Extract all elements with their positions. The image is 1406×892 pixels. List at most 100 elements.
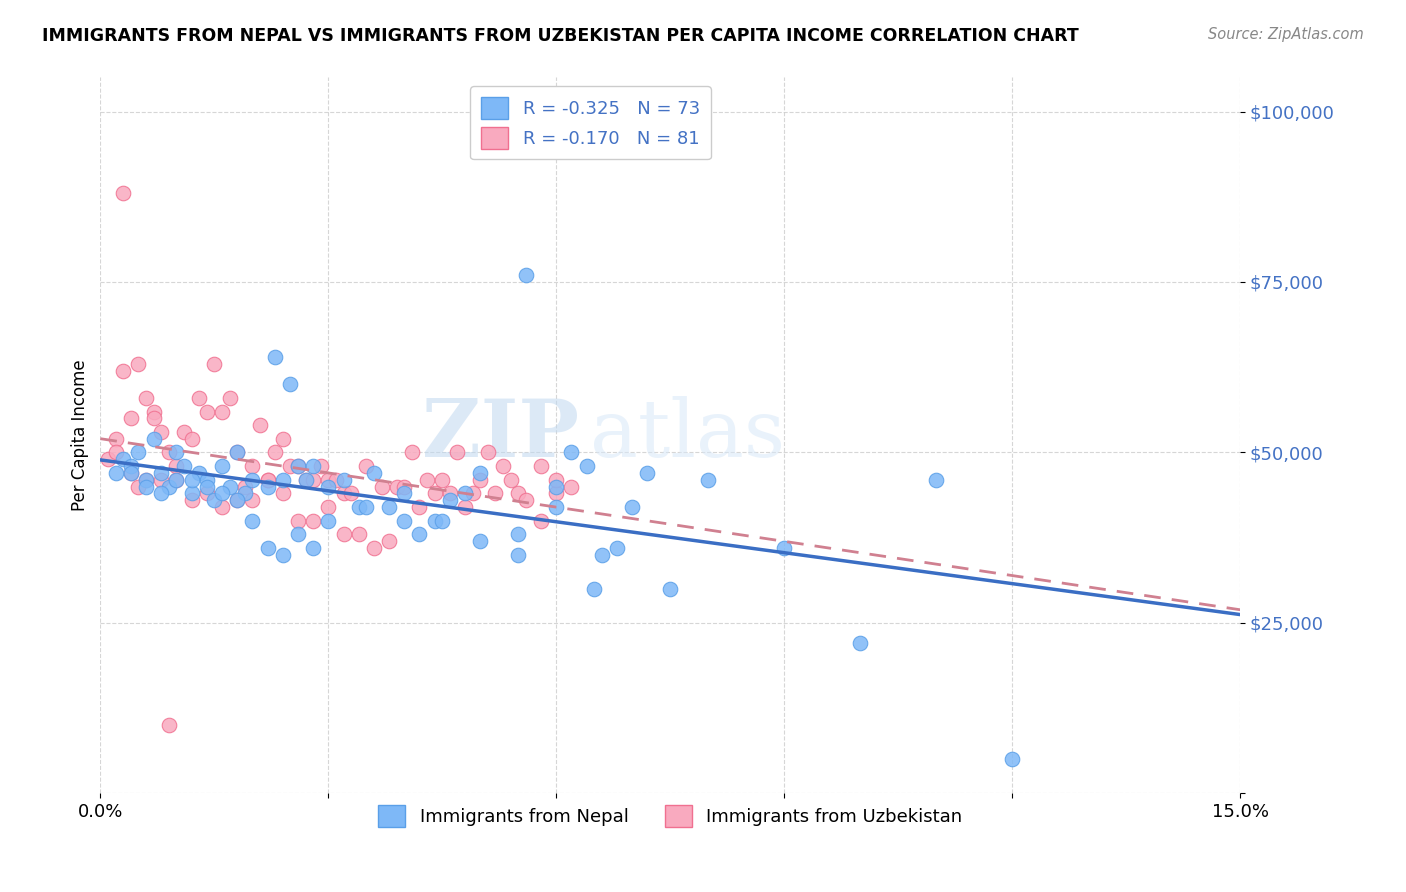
Point xyxy=(583,582,606,596)
Point xyxy=(202,493,225,508)
Point xyxy=(499,473,522,487)
Point xyxy=(659,582,682,596)
Point xyxy=(294,473,316,487)
Point xyxy=(202,357,225,371)
Point xyxy=(233,486,256,500)
Point xyxy=(233,479,256,493)
Point xyxy=(439,486,461,500)
Point xyxy=(180,493,202,508)
Point xyxy=(515,268,537,282)
Point xyxy=(925,473,948,487)
Point xyxy=(461,486,484,500)
Point xyxy=(240,514,263,528)
Point xyxy=(515,493,537,508)
Point xyxy=(150,486,173,500)
Point xyxy=(165,459,187,474)
Point xyxy=(218,391,240,405)
Point xyxy=(112,452,135,467)
Point xyxy=(287,514,309,528)
Point xyxy=(347,527,370,541)
Point xyxy=(318,479,340,493)
Point xyxy=(120,459,142,474)
Point xyxy=(378,500,401,514)
Point xyxy=(157,445,180,459)
Point xyxy=(226,445,249,459)
Point xyxy=(454,500,477,514)
Y-axis label: Per Capita Income: Per Capita Income xyxy=(72,359,89,511)
Point xyxy=(112,363,135,377)
Point xyxy=(636,466,658,480)
Point xyxy=(332,473,354,487)
Point xyxy=(120,466,142,480)
Point xyxy=(318,473,340,487)
Point xyxy=(394,514,416,528)
Point xyxy=(697,473,720,487)
Point xyxy=(142,411,165,425)
Point xyxy=(195,473,218,487)
Point xyxy=(318,514,340,528)
Point xyxy=(165,473,187,487)
Point xyxy=(446,445,468,459)
Point xyxy=(606,541,628,555)
Point xyxy=(226,493,249,508)
Point xyxy=(347,500,370,514)
Point xyxy=(423,486,446,500)
Point xyxy=(363,541,385,555)
Point xyxy=(560,445,582,459)
Point xyxy=(432,473,454,487)
Point xyxy=(150,466,173,480)
Point xyxy=(454,486,477,500)
Point xyxy=(530,514,553,528)
Point xyxy=(302,541,325,555)
Point xyxy=(104,445,127,459)
Point xyxy=(318,500,340,514)
Point xyxy=(356,459,378,474)
Point xyxy=(508,527,530,541)
Point xyxy=(180,473,202,487)
Point xyxy=(278,459,301,474)
Text: atlas: atlas xyxy=(591,396,786,475)
Point xyxy=(188,391,211,405)
Point xyxy=(211,500,233,514)
Point xyxy=(112,186,135,201)
Point xyxy=(546,486,568,500)
Point xyxy=(256,541,278,555)
Point xyxy=(340,486,363,500)
Point xyxy=(439,493,461,508)
Point xyxy=(356,500,378,514)
Point xyxy=(256,473,278,487)
Point xyxy=(401,445,423,459)
Point xyxy=(135,473,157,487)
Point xyxy=(180,486,202,500)
Point xyxy=(195,486,218,500)
Point xyxy=(332,527,354,541)
Point xyxy=(165,473,187,487)
Point xyxy=(287,459,309,474)
Point xyxy=(211,459,233,474)
Point xyxy=(256,473,278,487)
Point xyxy=(302,473,325,487)
Point xyxy=(271,548,294,562)
Point xyxy=(1001,752,1024,766)
Point xyxy=(195,479,218,493)
Point xyxy=(508,486,530,500)
Point xyxy=(408,527,430,541)
Point xyxy=(271,432,294,446)
Point xyxy=(470,473,492,487)
Point xyxy=(135,473,157,487)
Point xyxy=(546,500,568,514)
Point xyxy=(287,527,309,541)
Point xyxy=(226,445,249,459)
Point xyxy=(150,425,173,439)
Point xyxy=(546,473,568,487)
Point xyxy=(157,479,180,493)
Point xyxy=(142,404,165,418)
Point xyxy=(97,452,120,467)
Point xyxy=(309,459,332,474)
Text: ZIP: ZIP xyxy=(422,396,579,475)
Point xyxy=(218,479,240,493)
Point xyxy=(104,466,127,480)
Point xyxy=(271,473,294,487)
Point xyxy=(211,486,233,500)
Legend: Immigrants from Nepal, Immigrants from Uzbekistan: Immigrants from Nepal, Immigrants from U… xyxy=(371,798,970,834)
